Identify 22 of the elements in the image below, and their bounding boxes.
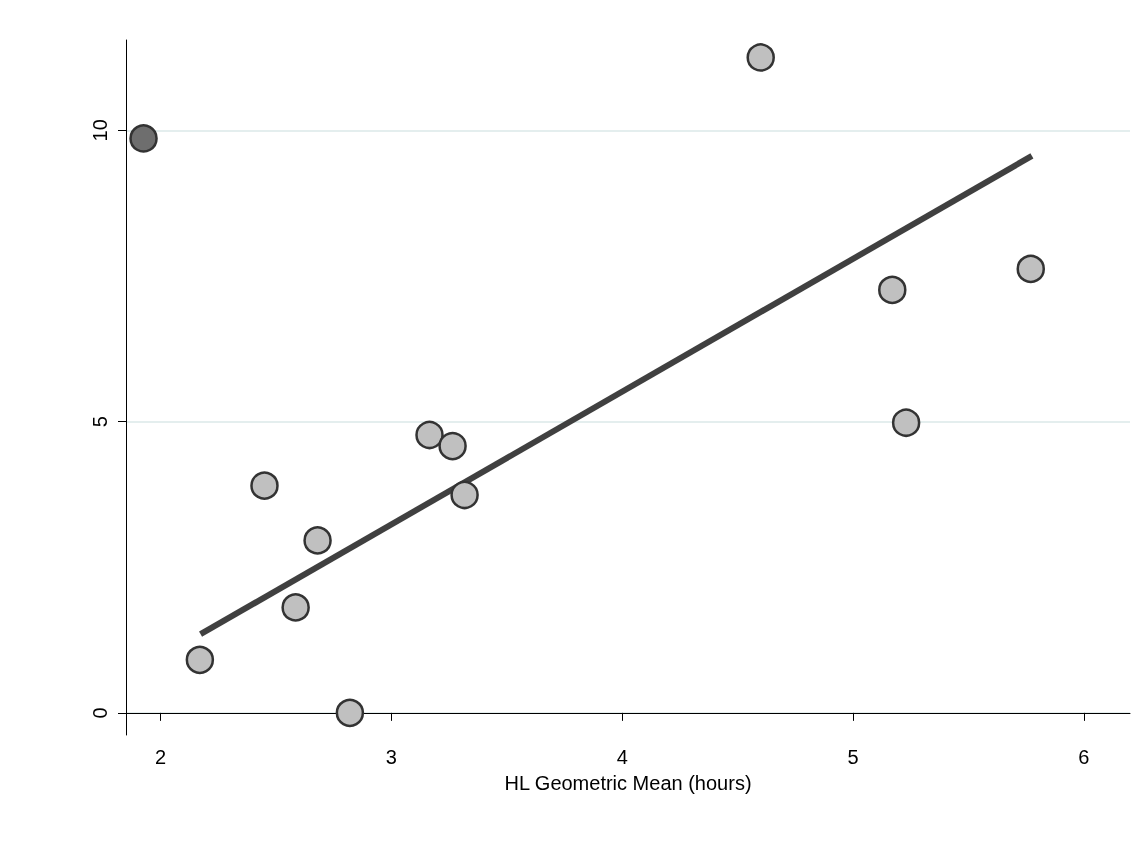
point xyxy=(878,275,907,305)
point xyxy=(891,408,921,437)
y-tick-label: 0 xyxy=(89,707,111,719)
x-tick-label: 2 xyxy=(155,746,167,768)
point xyxy=(450,480,479,510)
point xyxy=(250,471,279,500)
point xyxy=(185,645,215,675)
point xyxy=(415,420,444,450)
x-tick-label: 3 xyxy=(385,746,397,768)
point xyxy=(746,43,775,72)
point xyxy=(335,698,365,728)
point xyxy=(1016,254,1045,284)
x-tick-label: 5 xyxy=(847,746,859,768)
x-tick-label: 6 xyxy=(1078,746,1090,768)
x-axis-title: HL Geometric Mean (hours) xyxy=(504,772,752,794)
point xyxy=(303,526,332,555)
y-tick-label: 10 xyxy=(89,119,111,142)
point xyxy=(281,593,310,622)
point xyxy=(438,431,467,461)
point xyxy=(129,124,158,153)
y-tick-label: 5 xyxy=(89,416,111,428)
x-tick-label: 4 xyxy=(616,746,628,768)
